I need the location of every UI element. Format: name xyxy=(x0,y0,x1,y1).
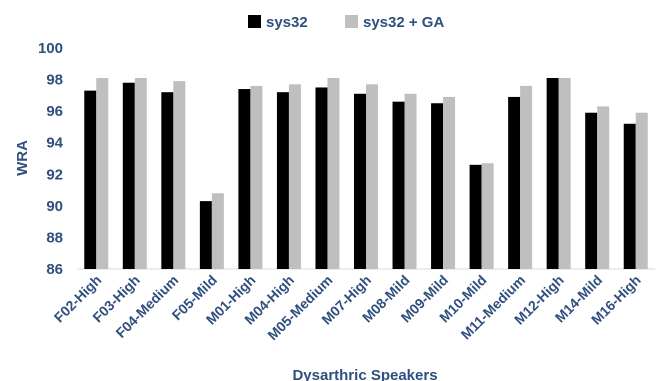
legend-swatch-sys32 xyxy=(248,15,261,28)
bar-sys32 xyxy=(315,87,328,269)
bar-sys32-ga xyxy=(635,112,648,269)
bar-sys32-ga xyxy=(404,93,417,270)
bar-sys32 xyxy=(508,96,521,269)
bar-sys32 xyxy=(392,101,405,270)
y-tick-label: 96 xyxy=(46,103,63,120)
bar-sys32-ga xyxy=(96,77,109,269)
y-tick-label: 88 xyxy=(46,229,63,246)
legend-swatch-sys32-ga xyxy=(345,15,358,28)
bar-sys32 xyxy=(122,82,135,269)
legend-label-sys32: sys32 xyxy=(266,14,308,31)
bar-sys32-ga xyxy=(481,163,494,269)
bar-sys32 xyxy=(623,123,636,270)
bar-sys32 xyxy=(84,90,97,269)
y-tick-label: 86 xyxy=(46,261,63,278)
bar-sys32-ga xyxy=(327,77,340,269)
y-axis-ticks: 86 88 90 92 94 96 98 100 xyxy=(38,40,64,278)
y-tick-label: 92 xyxy=(46,166,63,183)
legend-label-sys32-ga: sys32 + GA xyxy=(363,14,444,31)
bar-sys32-ga xyxy=(288,84,301,269)
x-axis-title: Dysarthric Speakers xyxy=(292,367,437,381)
y-axis-title: WRA xyxy=(14,140,31,176)
bar-sys32 xyxy=(238,89,251,270)
bar-sys32-ga xyxy=(173,81,186,270)
y-tick-label: 94 xyxy=(46,135,63,152)
bar-sys32-ga xyxy=(520,85,533,269)
y-tick-label: 100 xyxy=(38,40,63,57)
bar-sys32 xyxy=(276,92,289,269)
bar-sys32 xyxy=(546,77,559,269)
y-tick-label: 98 xyxy=(46,72,63,89)
legend: sys32 sys32 + GA xyxy=(248,14,444,31)
bar-sys32 xyxy=(199,201,212,269)
bar-sys32-ga xyxy=(250,85,263,269)
y-tick-label: 90 xyxy=(46,198,63,215)
bar-sys32 xyxy=(431,103,444,269)
bar-sys32 xyxy=(585,112,598,269)
bars xyxy=(84,77,648,270)
bar-sys32-ga xyxy=(134,77,147,269)
x-axis-ticks: F02-HighF03-HighF04-MediumF05-MildM01-Hi… xyxy=(51,272,644,343)
bar-sys32-ga xyxy=(211,193,224,269)
bar-sys32-ga xyxy=(597,106,610,270)
bar-sys32-ga xyxy=(558,77,571,269)
bar-sys32 xyxy=(161,92,174,269)
bar-sys32 xyxy=(469,164,482,269)
bar-sys32 xyxy=(354,93,366,270)
bar-sys32-ga xyxy=(366,84,378,269)
bar-sys32-ga xyxy=(443,96,456,269)
